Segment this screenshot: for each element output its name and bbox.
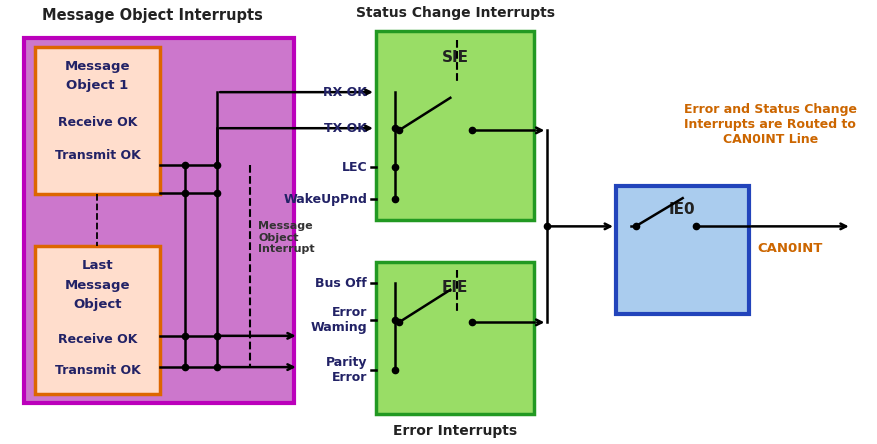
Text: IE0: IE0	[668, 202, 695, 217]
Text: Receive OK: Receive OK	[58, 333, 137, 346]
Text: Parity
Error: Parity Error	[325, 356, 367, 384]
Text: CAN0INT: CAN0INT	[757, 242, 822, 255]
Text: LEC: LEC	[341, 161, 367, 174]
Text: Receive OK: Receive OK	[58, 116, 137, 129]
FancyBboxPatch shape	[35, 246, 160, 394]
Text: Object 1: Object 1	[67, 79, 129, 92]
Text: Message Object Interrupts: Message Object Interrupts	[42, 8, 263, 23]
Text: Last: Last	[82, 259, 113, 273]
FancyBboxPatch shape	[25, 38, 294, 403]
Text: Status Change Interrupts: Status Change Interrupts	[355, 7, 554, 20]
Text: Message: Message	[65, 59, 130, 72]
FancyBboxPatch shape	[375, 262, 534, 414]
Text: TX OK: TX OK	[324, 122, 367, 135]
FancyBboxPatch shape	[615, 186, 748, 313]
Text: EIE: EIE	[441, 280, 467, 295]
Text: Message
Object
Interrupt: Message Object Interrupt	[258, 221, 315, 254]
FancyBboxPatch shape	[375, 32, 534, 220]
Text: Error and Status Change
Interrupts are Routed to
CAN0INT Line: Error and Status Change Interrupts are R…	[683, 103, 856, 146]
Text: WakeUpPnd: WakeUpPnd	[283, 193, 367, 206]
Text: Bus Off: Bus Off	[315, 277, 367, 290]
FancyBboxPatch shape	[35, 47, 160, 194]
Text: RX OK: RX OK	[323, 86, 367, 99]
Text: Message: Message	[65, 279, 130, 292]
Text: Transmit OK: Transmit OK	[54, 364, 140, 377]
Text: Transmit OK: Transmit OK	[54, 149, 140, 162]
Text: Error Interrupts: Error Interrupts	[393, 424, 517, 438]
Text: Error
Waming: Error Waming	[310, 306, 367, 334]
Text: SIE: SIE	[441, 50, 468, 65]
Text: Object: Object	[73, 298, 122, 312]
